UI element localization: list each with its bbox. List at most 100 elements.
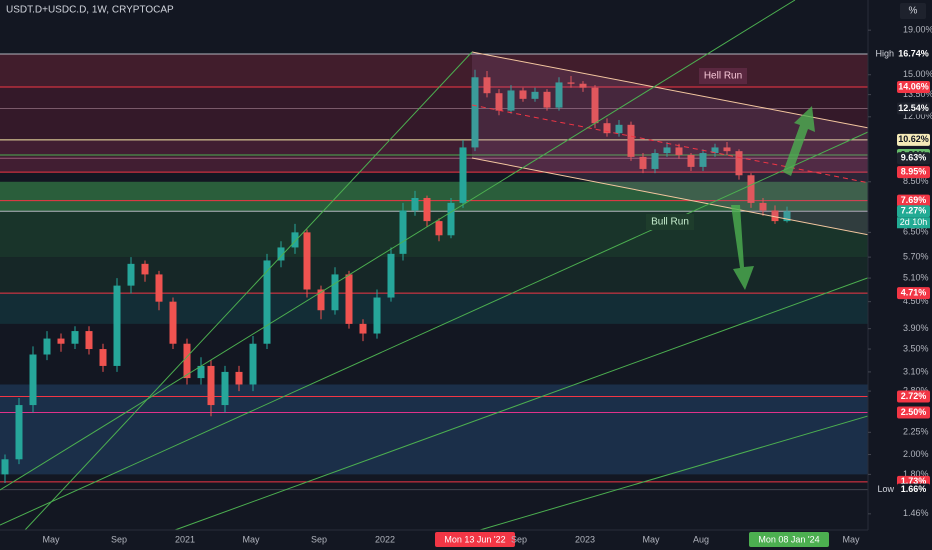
candle-body [603,123,611,134]
candle-body [127,263,135,286]
zone [0,211,868,258]
candle-body [627,124,635,157]
level-label: 12.54% [898,103,929,113]
level-box [897,152,930,165]
candle-body [567,82,575,84]
level-box [897,48,930,61]
candle-body [43,338,51,355]
x-tick-label: Mon 08 Jan '24 [758,534,819,544]
levels [0,53,868,491]
arrow-down [731,205,754,290]
zone [0,139,868,173]
zone [0,86,868,140]
unit-box [900,3,926,19]
level-label: 9.63% [901,153,927,163]
candle-body [387,253,395,298]
y-tick-label: 3.50% [903,343,929,353]
drawings [0,0,896,531]
candle-body [359,323,367,334]
y-tick-label: 6.50% [903,227,929,237]
y-tick-label: 19.00% [903,25,932,35]
trendline [0,0,796,491]
x-tick-label: May [242,534,260,544]
x-tick-label: May [842,534,860,544]
level-label: 4.71% [901,287,927,297]
y-tick-label: 8.50% [903,176,929,186]
candle-body [411,197,419,211]
candle-body [57,338,65,344]
level-label: 16.74% [898,48,929,58]
level-label: 1.66% [901,484,927,494]
candle-body [615,124,623,134]
x-tick-label: May [42,534,60,544]
y-tick-label: 2.25% [903,427,929,437]
candle-body [579,83,587,88]
chart-title: USDT.D+USDC.D, 1W, CRYPTOCAP [6,5,174,16]
level-tag: High [875,48,894,58]
annotation-box [699,68,747,84]
candle-body [447,202,455,236]
candle-body [495,93,503,111]
candle-body [471,77,479,148]
x-tick-label: Sep [311,534,327,544]
candle-body [303,232,311,290]
axis-unit: % [909,6,918,17]
x-tick-label: Sep [511,534,527,544]
candle-body [723,147,731,152]
level-label: 7.27% [901,206,927,216]
candle-body [141,263,149,275]
level-box [897,217,930,229]
x-tick-label: 2021 [175,534,195,544]
level-label: 8.95% [901,166,927,176]
x-tick-label: 2022 [375,534,395,544]
y-tick-label: 5.70% [903,251,929,261]
level-box [897,483,930,496]
candle-body [249,343,257,385]
candle-body [71,331,79,344]
trendline [0,131,869,526]
x-crosshair-box [749,532,829,547]
candle-body [783,211,791,222]
candle-body [735,151,743,176]
x-tick-label: Aug [693,534,709,544]
channel-fill [472,52,895,240]
y-tick-label: 13.50% [903,89,932,99]
candle-body [675,147,683,155]
candle-body [277,247,285,261]
level-label: 7.69% [901,195,927,205]
candle-body [15,405,23,460]
x-tick-label: Sep [111,534,127,544]
candle-body [399,210,407,254]
candle-body [85,331,93,350]
candle-body [373,297,381,334]
level-box [897,194,930,207]
candle-body [235,371,243,385]
level-box [897,80,930,93]
level-label: 14.06% [898,81,929,91]
channel-top [471,51,896,134]
candle-body [483,77,491,94]
candles [1,69,791,483]
candle-body [531,91,539,99]
candle-body [543,91,551,108]
candle-body [317,289,325,311]
x-crosshair-box [435,532,515,547]
candle-body [663,147,671,154]
candle-body [759,202,767,211]
level-box [897,205,930,218]
y-tick-label: 15.00% [903,69,932,79]
candle-body [113,285,121,366]
y-tick-label: 5.10% [903,272,929,282]
level-box [897,287,930,300]
candle-body [699,153,707,167]
candle-body [639,156,647,169]
candle-body [687,154,695,167]
candle-body [291,232,299,248]
trendline [174,267,896,531]
candle-body [29,354,37,406]
level-box [897,406,930,419]
candle-body [1,459,9,475]
candle-body [747,175,755,203]
annotation-box [646,214,694,230]
